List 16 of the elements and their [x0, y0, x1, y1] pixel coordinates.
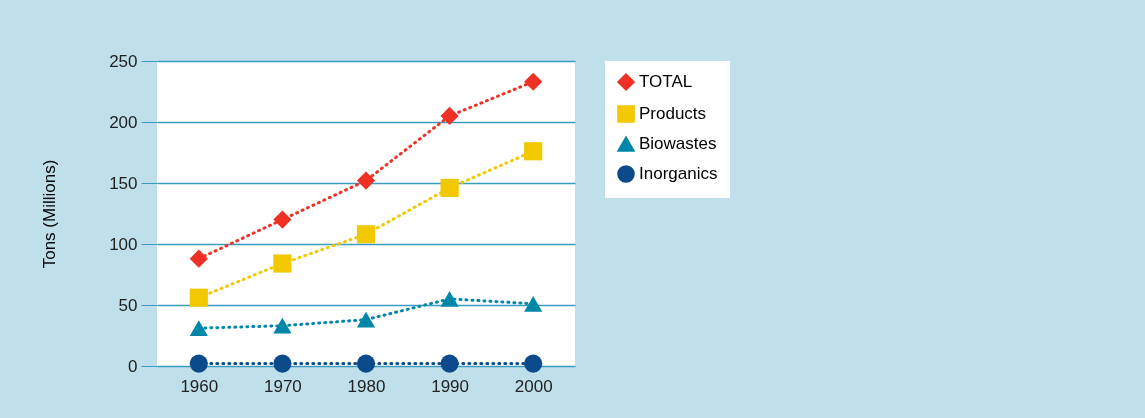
- x-tick-label: 1980: [347, 376, 386, 396]
- legend-label: Biowastes: [639, 134, 717, 153]
- y-tick-label: 150: [109, 173, 138, 193]
- y-tick-label: 50: [118, 295, 138, 315]
- y-tick-label: 200: [109, 112, 138, 132]
- legend-label: Products: [639, 104, 707, 123]
- y-tick-label: 100: [109, 234, 138, 254]
- y-tick-label: 0: [128, 356, 138, 376]
- x-tick-label: 2000: [514, 376, 553, 396]
- x-tick-label: 1960: [180, 376, 219, 396]
- legend-label: Inorganics: [639, 164, 718, 183]
- y-tick-label: 250: [109, 51, 138, 71]
- y-axis-title: Tons (Millions): [40, 159, 60, 269]
- legend-label: TOTAL: [639, 72, 693, 91]
- x-tick-label: 1990: [431, 376, 470, 396]
- x-tick-label: 1970: [263, 376, 302, 396]
